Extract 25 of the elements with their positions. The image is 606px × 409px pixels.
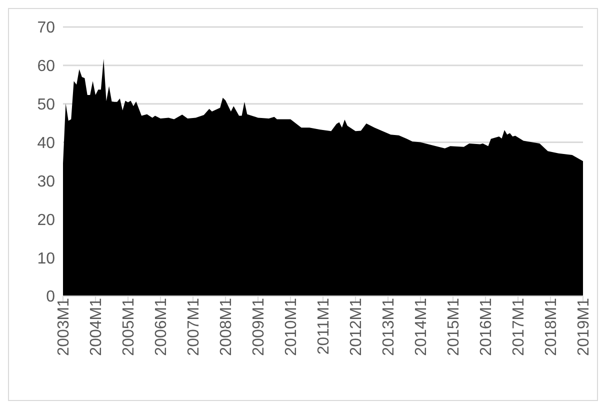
x-tick-label: 2006M1 — [152, 298, 170, 356]
x-tick-label: 2004M1 — [88, 298, 105, 356]
x-tick-label: 2005M1 — [120, 298, 138, 356]
x-tick-label: 2014M1 — [412, 298, 430, 356]
x-tick-label: 2013M1 — [380, 298, 398, 356]
y-tick-label: 50 — [37, 96, 56, 114]
x-tick-label: 2003M1 — [55, 298, 72, 356]
x-tick-label: 2012M1 — [348, 298, 365, 356]
y-tick-label: 10 — [37, 250, 56, 268]
x-tick-label: 2009M1 — [250, 298, 268, 356]
y-tick-label: 40 — [37, 134, 56, 152]
x-tick-label: 2016M1 — [478, 298, 495, 356]
x-tick-label: 2007M1 — [185, 298, 202, 356]
y-tick-label: 20 — [37, 212, 56, 229]
x-tick-label: 2018M1 — [542, 298, 560, 356]
y-tick-label: 30 — [37, 173, 56, 190]
y-tick-label: 60 — [37, 58, 56, 76]
x-tick-label: 2008M1 — [218, 298, 235, 356]
x-tick-label: 2019M1 — [575, 298, 592, 356]
y-tick-label: 0 — [46, 288, 56, 306]
x-tick-label: 2015M1 — [445, 298, 462, 356]
x-tick-label: 2010M1 — [282, 298, 300, 356]
y-tick-label: 70 — [37, 20, 56, 37]
x-tick-label: 2017M1 — [510, 298, 528, 356]
x-tick-label: 2011M1 — [315, 298, 332, 355]
